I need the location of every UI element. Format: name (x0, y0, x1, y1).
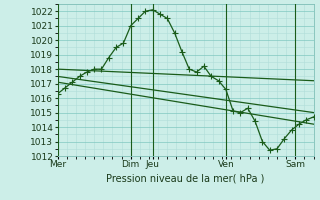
X-axis label: Pression niveau de la mer( hPa ): Pression niveau de la mer( hPa ) (107, 173, 265, 183)
